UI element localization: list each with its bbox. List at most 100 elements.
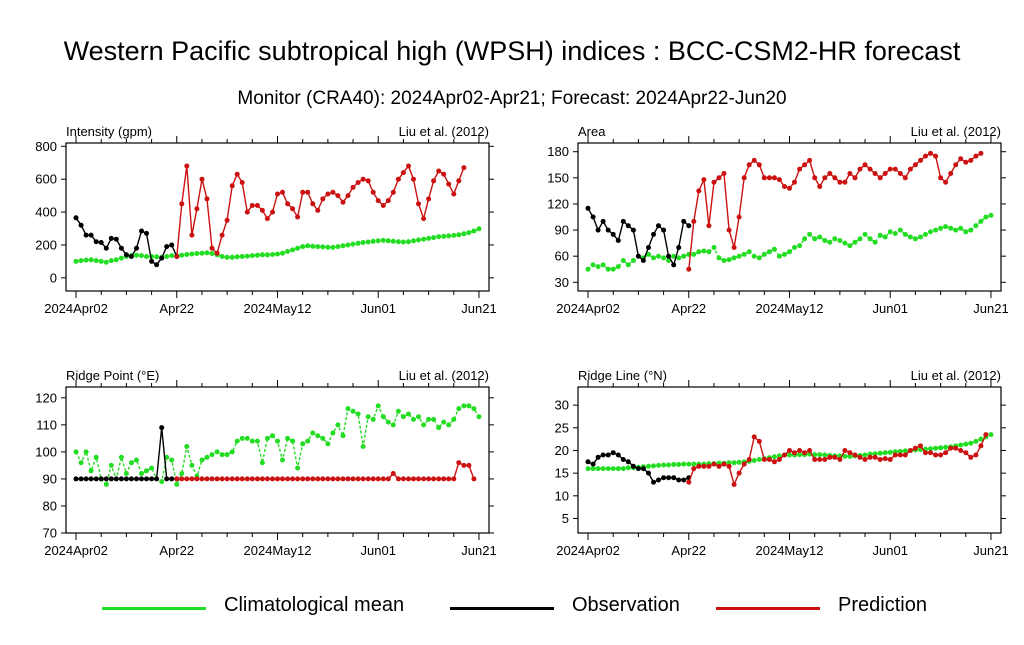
data-point-climatology <box>325 441 331 447</box>
data-point-prediction <box>746 162 752 168</box>
data-point-prediction <box>416 476 421 482</box>
data-point-climatology <box>461 403 467 409</box>
y-tick-label: 25 <box>555 420 569 435</box>
x-tick-label: 2024Apr02 <box>44 301 108 316</box>
data-point-prediction <box>390 189 396 195</box>
data-point-prediction <box>390 471 396 476</box>
data-point-prediction <box>280 476 285 482</box>
data-point-climatology <box>88 468 94 474</box>
data-point-prediction <box>902 452 908 458</box>
data-point-climatology <box>446 233 452 239</box>
data-point-climatology <box>822 238 828 243</box>
data-point-climatology <box>646 251 651 257</box>
data-point-prediction <box>421 216 427 222</box>
data-point-climatology <box>590 466 596 472</box>
data-point-prediction <box>320 196 326 202</box>
data-point-prediction <box>395 476 401 482</box>
data-point-climatology <box>259 252 265 258</box>
data-point-prediction <box>385 198 391 204</box>
data-point-observation <box>676 245 682 250</box>
data-point-climatology <box>214 449 220 455</box>
x-tick-label: Jun01 <box>361 301 396 316</box>
data-point-prediction <box>400 476 406 482</box>
data-point-climatology <box>239 254 245 259</box>
data-point-prediction <box>822 457 828 462</box>
data-point-observation <box>625 459 631 465</box>
data-point-prediction <box>766 175 772 181</box>
data-point-climatology <box>787 249 792 255</box>
data-point-prediction <box>837 179 843 185</box>
data-point-climatology <box>691 461 697 467</box>
y-tick-label: 120 <box>35 390 57 405</box>
data-point-climatology <box>350 241 356 247</box>
chart-subtitle: Monitor (CRA40): 2024Apr02-Apr21; Foreca… <box>237 88 787 109</box>
data-point-climatology <box>169 253 175 259</box>
data-point-climatology <box>731 255 737 261</box>
data-point-climatology <box>300 441 306 447</box>
x-tick-label: Jun21 <box>973 543 1008 558</box>
data-point-prediction <box>872 171 878 176</box>
data-point-observation <box>134 476 139 482</box>
y-tick-label: 15 <box>555 466 569 481</box>
data-point-observation <box>139 476 144 482</box>
data-point-prediction <box>802 162 808 168</box>
data-point-prediction <box>933 153 939 159</box>
data-point-prediction <box>446 181 452 187</box>
data-point-prediction <box>832 454 838 460</box>
data-point-climatology <box>224 452 230 458</box>
data-point-observation <box>590 214 596 220</box>
data-point-climatology <box>983 214 989 220</box>
data-point-prediction <box>887 166 893 172</box>
panel-reference: Liu et al. (2012) <box>911 124 1001 139</box>
y-tick-label: 20 <box>555 443 569 458</box>
series-line-climatology <box>587 214 992 270</box>
data-point-prediction <box>214 476 220 482</box>
data-point-prediction <box>295 476 301 482</box>
data-point-climatology <box>471 228 477 234</box>
data-point-climatology <box>244 435 250 441</box>
data-point-prediction <box>792 179 797 185</box>
data-point-climatology <box>315 244 321 250</box>
data-point-climatology <box>605 266 611 272</box>
data-point-climatology <box>671 462 677 467</box>
data-point-prediction <box>928 450 933 456</box>
data-point-observation <box>88 232 94 238</box>
data-point-prediction <box>822 175 828 181</box>
data-point-observation <box>651 479 656 485</box>
data-point-prediction <box>400 170 406 176</box>
panel-title: Ridge Point (°E) <box>66 368 159 383</box>
data-point-observation <box>661 227 667 233</box>
data-point-observation <box>610 231 616 237</box>
data-point-climatology <box>600 466 606 472</box>
data-point-prediction <box>776 177 782 183</box>
data-point-climatology <box>943 444 949 450</box>
data-point-climatology <box>620 258 626 263</box>
data-point-prediction <box>380 203 386 208</box>
data-point-climatology <box>466 403 472 409</box>
data-point-climatology <box>275 251 280 257</box>
data-point-climatology <box>661 462 667 468</box>
data-point-climatology <box>375 238 381 244</box>
data-point-prediction <box>943 179 949 185</box>
data-point-prediction <box>259 476 265 482</box>
y-tick-label: 180 <box>547 144 569 159</box>
data-point-climatology <box>385 238 391 244</box>
x-tick-label: Apr22 <box>159 543 194 558</box>
data-point-climatology <box>681 253 687 259</box>
data-point-prediction <box>436 476 442 482</box>
data-point-prediction <box>300 189 306 195</box>
x-tick-label: Jun01 <box>873 543 908 558</box>
data-point-observation <box>103 245 109 251</box>
data-point-climatology <box>78 258 84 264</box>
data-point-observation <box>666 475 672 481</box>
data-point-observation <box>656 477 661 483</box>
data-point-climatology <box>395 239 401 245</box>
data-point-climatology <box>270 252 275 257</box>
data-point-climatology <box>948 225 954 231</box>
data-point-prediction <box>264 476 270 482</box>
data-point-climatology <box>938 225 944 231</box>
data-point-observation <box>590 461 596 467</box>
data-point-climatology <box>204 454 210 460</box>
data-point-prediction <box>340 476 346 482</box>
y-tick-label: 400 <box>35 205 57 220</box>
